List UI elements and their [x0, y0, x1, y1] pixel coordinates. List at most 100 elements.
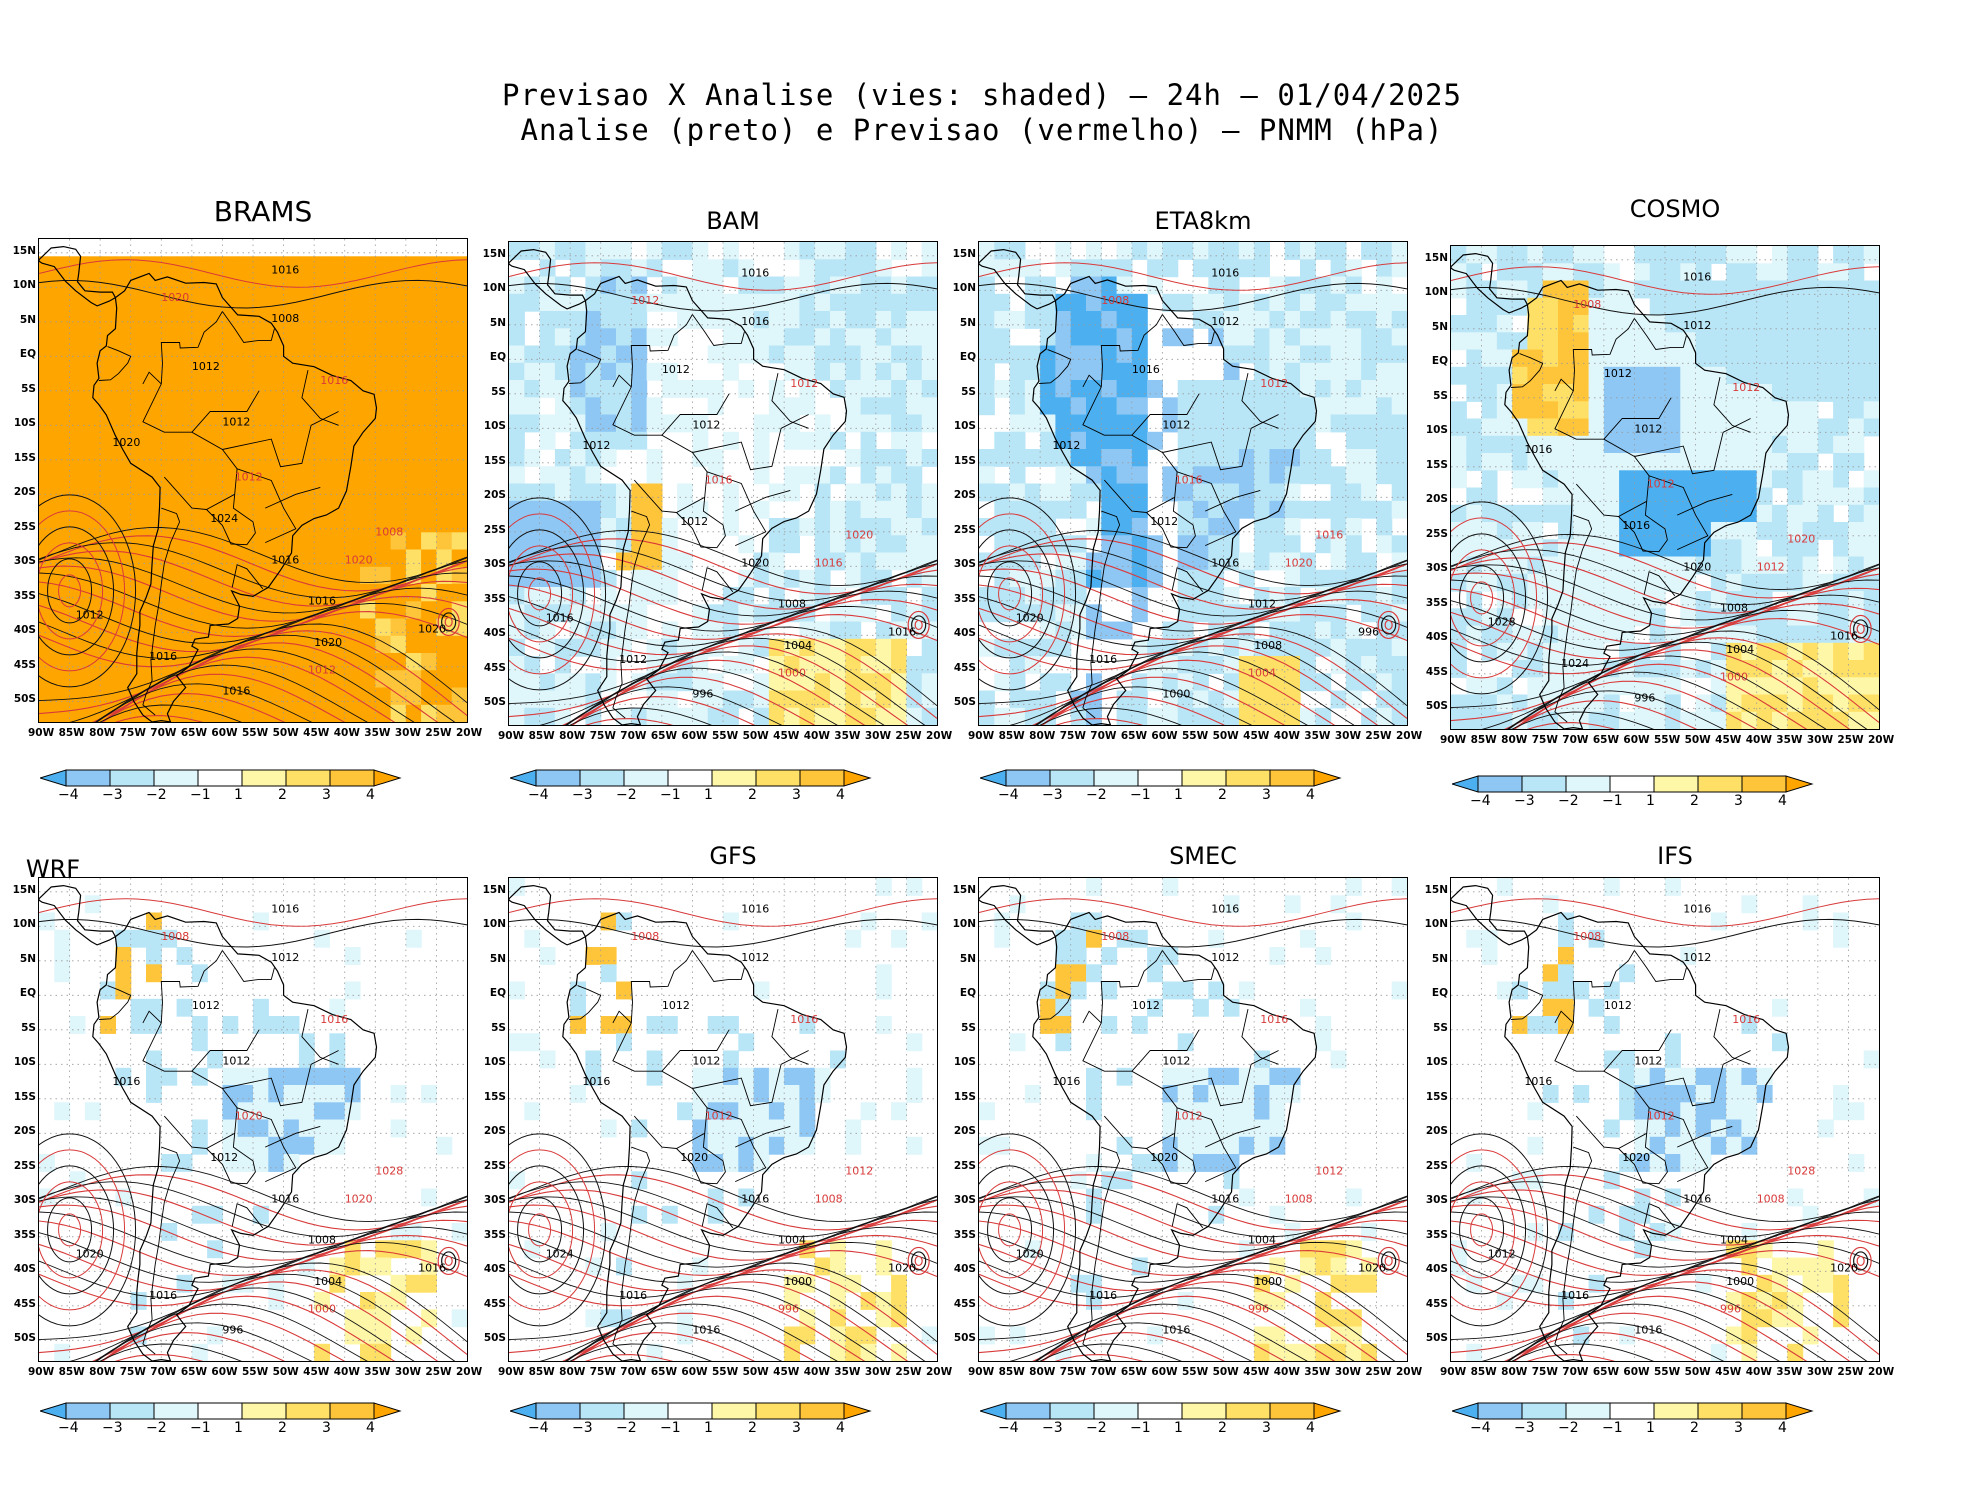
analysis-isobar	[1481, 641, 1868, 729]
forecast-isobar	[39, 580, 467, 637]
bias-cell	[707, 673, 724, 692]
lon-tick-label: 70W	[1562, 1366, 1589, 1378]
bias-cell	[1833, 912, 1849, 931]
bias-cell	[69, 653, 86, 671]
lat-tick-label: 50S	[1425, 700, 1448, 713]
analysis-isobar	[1451, 549, 1879, 606]
bias-cell	[1116, 449, 1133, 467]
bias-cell	[253, 532, 269, 551]
bias-cell	[1741, 401, 1758, 420]
analysis-isobar	[979, 605, 1407, 662]
contour-label: 1000	[308, 1303, 336, 1316]
colorbar-arrow-left	[510, 1402, 537, 1420]
bias-cell	[191, 394, 208, 413]
bias-cell	[298, 325, 315, 344]
high-pressure-ring	[39, 1181, 104, 1279]
bias-cell	[1223, 259, 1240, 278]
colorbar-segment	[1741, 775, 1787, 793]
bias-cell	[1466, 677, 1483, 696]
bias-cell	[100, 256, 116, 275]
bias-cell	[222, 532, 239, 551]
bias-cell	[1223, 1171, 1240, 1190]
forecast-isobar	[39, 565, 467, 622]
bias-cell	[1147, 431, 1163, 450]
lon-tick-label: 50W	[1684, 1366, 1711, 1378]
low-pressure-ring	[911, 615, 927, 635]
central-america-coast	[39, 245, 117, 307]
bias-cell	[130, 411, 147, 430]
bias-cell	[1086, 964, 1102, 983]
bias-cell	[207, 1240, 223, 1259]
bias-cell	[344, 497, 361, 516]
bias-cell	[1649, 384, 1666, 402]
bias-cell	[237, 497, 254, 516]
bias-cell	[1040, 397, 1056, 416]
bias-cell	[1680, 504, 1697, 523]
bias-cell	[298, 377, 315, 395]
contour-label: 1008	[1101, 294, 1129, 307]
bias-cell	[1603, 315, 1620, 333]
analysis-isobar	[509, 590, 937, 647]
colorbar-tick-label: 1	[234, 1420, 243, 1436]
bias-cell	[1665, 878, 1681, 896]
high-pressure-ring	[39, 1149, 126, 1311]
bias-cell	[84, 704, 101, 722]
bias-cell	[1345, 293, 1362, 312]
bias-cell	[39, 480, 55, 499]
forecast-isobar	[1451, 542, 1879, 599]
bias-cell	[768, 328, 785, 347]
bias-cell	[1710, 912, 1727, 931]
lon-tick-label: 90W	[1440, 734, 1467, 746]
bias-cell	[161, 929, 178, 948]
bias-cell	[176, 463, 193, 482]
bias-cell	[1254, 500, 1270, 519]
country-border	[1038, 349, 1072, 384]
bias-cell	[1573, 625, 1590, 644]
bias-cell	[509, 981, 525, 1000]
bias-cell	[1649, 504, 1666, 523]
bias-cell	[723, 1136, 739, 1155]
bias-cell	[1726, 263, 1742, 282]
bias-cell	[1101, 500, 1118, 519]
bias-cell	[1466, 366, 1483, 385]
bias-cell	[1680, 263, 1697, 282]
bias-cell	[1116, 414, 1133, 433]
bias-cell	[161, 359, 178, 378]
bias-cell	[1177, 431, 1194, 450]
bias-cell	[1680, 297, 1697, 316]
bias-cell	[1055, 981, 1072, 1000]
lon-tick-label: 60W	[1151, 1366, 1178, 1378]
isobars	[39, 898, 467, 1361]
bias-cell	[237, 549, 254, 568]
bias-cell	[814, 518, 831, 536]
bias-cell	[799, 259, 816, 278]
bias-cell	[1269, 380, 1286, 398]
bias-cell	[875, 362, 892, 381]
bias-cell	[1208, 690, 1225, 709]
bias-cell	[1269, 673, 1286, 692]
bias-cell	[1772, 297, 1788, 316]
bias-cell	[237, 1085, 254, 1103]
bias-cell	[585, 1050, 602, 1069]
bias-cell	[161, 290, 178, 309]
contour-label: 1012	[1162, 1054, 1190, 1067]
bias-cell	[298, 1136, 315, 1155]
bias-cell	[921, 518, 937, 536]
bias-cell	[1315, 569, 1332, 588]
bias-cell	[1361, 1274, 1377, 1293]
bias-cell	[329, 670, 346, 689]
bias-cell	[130, 359, 147, 378]
bias-cell	[616, 311, 632, 329]
bias-cell	[799, 1085, 816, 1103]
bias-cell	[84, 463, 101, 482]
bias-cell	[1756, 711, 1773, 729]
bias-cell	[1833, 366, 1849, 385]
bias-cell	[1315, 947, 1332, 965]
bias-cell	[130, 653, 147, 671]
contour-label: 1012	[1315, 1165, 1343, 1178]
lat-tick-label: 10S	[1425, 1056, 1448, 1069]
bias-cell	[1070, 414, 1087, 433]
bias-cell	[1787, 246, 1804, 264]
bias-cell	[176, 497, 193, 516]
bias-cell	[84, 497, 101, 516]
